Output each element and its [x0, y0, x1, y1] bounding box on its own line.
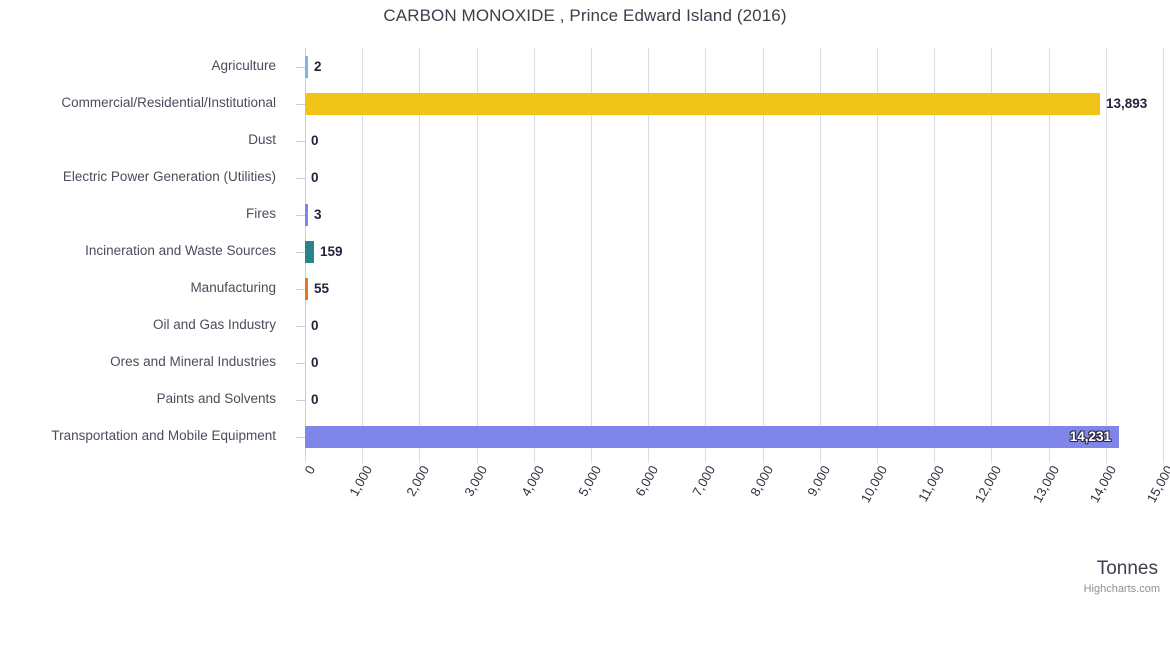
- x-axis-tick-label: 1,000: [346, 463, 376, 499]
- y-axis-tick: [296, 178, 305, 179]
- x-axis-tick-label: 3,000: [461, 463, 491, 499]
- category-label: Dust: [248, 132, 276, 147]
- x-axis-tick-label: 12,000: [971, 463, 1005, 506]
- category-label: Incineration and Waste Sources: [85, 243, 276, 258]
- x-axis-tick-label: 6,000: [632, 463, 662, 499]
- x-gridline: [934, 48, 935, 456]
- x-gridline: [648, 48, 649, 456]
- bar[interactable]: [305, 56, 308, 78]
- x-axis-tick: [648, 456, 649, 463]
- bar[interactable]: [305, 93, 1100, 115]
- data-label: 0: [311, 318, 319, 333]
- x-gridline: [1106, 48, 1107, 456]
- data-label: 0: [311, 170, 319, 185]
- chart-title: CARBON MONOXIDE , Prince Edward Island (…: [383, 6, 787, 25]
- y-axis-tick: [296, 141, 305, 142]
- x-axis-tick: [1163, 456, 1164, 463]
- chart-container: CARBON MONOXIDE , Prince Edward Island (…: [51, 6, 1170, 595]
- bar[interactable]: [305, 426, 1119, 448]
- x-gridline: [591, 48, 592, 456]
- x-axis-tick-label: 9,000: [804, 463, 834, 499]
- x-axis-tick: [534, 456, 535, 463]
- category-label: Commercial/Residential/Institutional: [61, 95, 276, 110]
- category-label: Fires: [246, 206, 276, 221]
- x-gridline: [820, 48, 821, 456]
- data-label: 3: [314, 207, 322, 222]
- y-axis-tick: [296, 363, 305, 364]
- x-axis-tick-label: 14,000: [1086, 463, 1120, 506]
- y-axis-tick: [296, 289, 305, 290]
- x-axis-tick-label: 0: [301, 463, 319, 477]
- x-axis-tick: [419, 456, 420, 463]
- y-axis-tick: [296, 400, 305, 401]
- y-axis-tick: [296, 67, 305, 68]
- x-axis-tick-label: 7,000: [689, 463, 719, 499]
- y-axis-tick: [296, 252, 305, 253]
- category-label: Electric Power Generation (Utilities): [62, 169, 276, 184]
- data-label: 0: [311, 133, 319, 148]
- x-gridline: [477, 48, 478, 456]
- x-gridline: [419, 48, 420, 456]
- axis-title-tonnes: Tonnes: [1096, 558, 1158, 579]
- x-axis-tick: [477, 456, 478, 463]
- y-axis-tick: [296, 437, 305, 438]
- category-label: Ores and Mineral Industries: [110, 354, 276, 369]
- x-gridline: [1163, 48, 1164, 456]
- x-gridline: [991, 48, 992, 456]
- x-axis-tick: [1049, 456, 1050, 463]
- x-gridline: [362, 48, 363, 456]
- data-label: 14,231: [1069, 429, 1111, 444]
- credits-label: Highcharts.com: [1083, 583, 1160, 595]
- x-axis-tick: [991, 456, 992, 463]
- data-label: 0: [311, 355, 319, 370]
- y-axis-tick: [296, 215, 305, 216]
- bar[interactable]: [305, 204, 308, 226]
- x-axis-tick: [362, 456, 363, 463]
- x-gridline: [877, 48, 878, 456]
- x-axis-tick: [1106, 456, 1107, 463]
- x-axis-tick: [305, 456, 306, 463]
- x-axis-tick-label: 8,000: [747, 463, 777, 499]
- y-axis-tick: [296, 326, 305, 327]
- data-label: 0: [311, 392, 319, 407]
- x-axis-tick: [705, 456, 706, 463]
- x-axis-tick-label: 15,000: [1143, 463, 1170, 506]
- x-gridline: [705, 48, 706, 456]
- x-axis-tick-label: 4,000: [518, 463, 548, 499]
- data-label: 2: [314, 59, 322, 74]
- x-axis-tick: [934, 456, 935, 463]
- x-axis-tick-label: 5,000: [575, 463, 605, 499]
- y-axis-tick: [296, 104, 305, 105]
- x-gridline: [534, 48, 535, 456]
- x-axis-tick: [591, 456, 592, 463]
- x-gridline: [1049, 48, 1050, 456]
- data-label: 55: [314, 281, 330, 296]
- x-axis-tick-label: 10,000: [857, 463, 891, 506]
- x-axis-tick-label: 11,000: [915, 463, 948, 505]
- x-axis-tick-label: 13,000: [1029, 463, 1063, 506]
- x-gridline: [763, 48, 764, 456]
- bar[interactable]: [305, 278, 308, 300]
- x-axis-tick: [820, 456, 821, 463]
- x-axis-tick: [877, 456, 878, 463]
- category-label: Agriculture: [211, 58, 276, 73]
- category-label: Paints and Solvents: [156, 391, 276, 406]
- x-axis-tick-label: 2,000: [403, 463, 433, 499]
- data-label: 159: [320, 244, 343, 259]
- data-label: 13,893: [1106, 96, 1148, 111]
- x-axis-tick: [763, 456, 764, 463]
- category-label: Manufacturing: [190, 280, 276, 295]
- category-label: Transportation and Mobile Equipment: [51, 428, 276, 443]
- category-label: Oil and Gas Industry: [152, 317, 276, 332]
- bar[interactable]: [305, 241, 314, 263]
